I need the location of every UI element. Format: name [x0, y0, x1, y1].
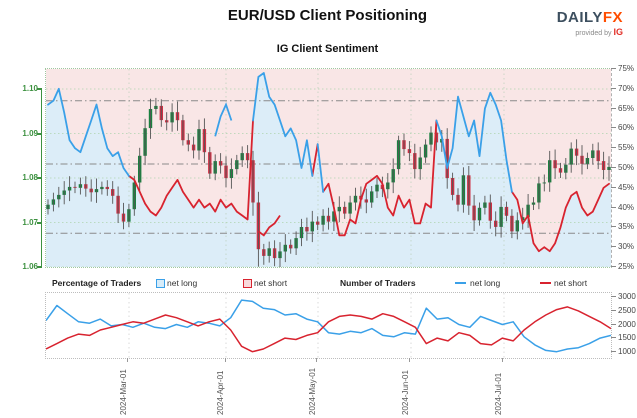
percent-axis-tick — [611, 207, 616, 208]
date-label: 2024-Jun-01 — [401, 370, 410, 415]
legend-number-net-long: net long — [470, 278, 501, 288]
ig-logo: IG — [613, 27, 623, 37]
percent-axis-label: 25% — [618, 262, 635, 271]
sentiment-overlay-blue — [214, 102, 233, 137]
net-long-swatch-icon — [156, 279, 165, 288]
net-long-pct-line — [47, 72, 513, 193]
date-tick — [225, 358, 226, 362]
price-axis-tick — [37, 266, 42, 268]
traders-axis-label: 2000 — [618, 320, 636, 329]
traders-axis-label: 1000 — [618, 347, 636, 356]
legend-number-group: Number of Traders — [340, 278, 416, 288]
chart-subtitle: IG Client Sentiment — [276, 43, 379, 55]
traders-axis-tick — [611, 296, 616, 297]
traders-net-short-line — [46, 306, 611, 353]
traders-count-chart — [45, 292, 612, 359]
price-axis-label: 1.09 — [22, 129, 38, 138]
short-majority-region — [46, 69, 611, 252]
price-axis-tick — [37, 133, 42, 135]
date-tick — [127, 358, 128, 362]
sentiment-overlay-red — [257, 214, 281, 237]
date-label: 2024-May-01 — [308, 367, 317, 415]
price-axis-label: 1.08 — [22, 173, 38, 182]
percent-axis-tick — [611, 187, 616, 188]
percent-axis-label: 70% — [618, 84, 635, 93]
date-tick — [502, 358, 503, 362]
percent-axis-label: 30% — [618, 242, 635, 251]
percent-axis-tick — [611, 226, 616, 227]
percent-axis-tick — [611, 68, 616, 69]
percent-axis-label: 50% — [618, 163, 635, 172]
price-axis-label: 1.06 — [22, 262, 38, 271]
percent-axis-label: 65% — [618, 104, 635, 113]
long-majority-region — [46, 73, 611, 267]
net-short-dash-icon — [540, 282, 551, 284]
percent-axis-tick — [611, 88, 616, 89]
traders-axis-label: 1500 — [618, 333, 636, 342]
price-axis-tick — [37, 177, 42, 179]
price-axis-label: 1.10 — [22, 84, 38, 93]
legend-percentage-group: Percentage of Traders — [52, 278, 142, 288]
percent-axis-tick — [611, 147, 616, 148]
percent-axis-label: 45% — [618, 183, 635, 192]
traders-count-canvas — [46, 293, 611, 358]
net-short-pct-line — [128, 119, 610, 253]
price-axis-label: 1.07 — [22, 218, 38, 227]
percent-axis-tick — [611, 246, 616, 247]
percent-axis-tick — [611, 108, 616, 109]
legend-percent-net-long: net long — [167, 278, 198, 288]
traders-axis-tick — [611, 351, 616, 352]
traders-axis-tick — [611, 310, 616, 311]
legend-number-net-short: net short — [554, 278, 588, 288]
traders-axis-tick — [611, 337, 616, 338]
legend-percent-net-short: net short — [254, 278, 288, 288]
traders-axis-label: 3000 — [618, 292, 636, 301]
logo-fx: FX — [602, 9, 623, 26]
price-axis-tick — [37, 222, 42, 224]
date-label: 2024-Mar-01 — [119, 369, 128, 415]
net-short-swatch-icon — [243, 279, 252, 288]
date-label: 2024-Apr-01 — [216, 370, 225, 415]
percent-axis-label: 40% — [618, 203, 635, 212]
sentiment-price-canvas — [46, 69, 611, 267]
date-label: 2024-Jul-01 — [494, 372, 503, 415]
logo-provided-by: provided by IG — [575, 27, 623, 37]
percent-axis-label: 75% — [618, 64, 635, 73]
price-axis-tick — [37, 88, 42, 90]
percent-axis-label: 35% — [618, 222, 635, 231]
traders-axis-tick — [611, 324, 616, 325]
percent-axis-label: 60% — [618, 123, 635, 132]
sentiment-price-chart — [45, 68, 612, 268]
traders-axis-label: 2500 — [618, 306, 636, 315]
percent-axis-tick — [611, 266, 616, 267]
traders-net-long-line — [46, 299, 611, 353]
page-title: EUR/USD Client Positioning — [227, 7, 428, 24]
percent-axis-tick — [611, 167, 616, 168]
date-tick — [409, 358, 410, 362]
percent-axis-label: 55% — [618, 143, 635, 152]
candle-wicks — [47, 97, 610, 267]
net-long-dash-icon — [455, 282, 466, 284]
dailyfx-logo: DAILYFX — [557, 10, 623, 25]
logo-daily: DAILY — [556, 9, 603, 26]
percent-axis-tick — [611, 127, 616, 128]
date-tick — [316, 358, 317, 362]
